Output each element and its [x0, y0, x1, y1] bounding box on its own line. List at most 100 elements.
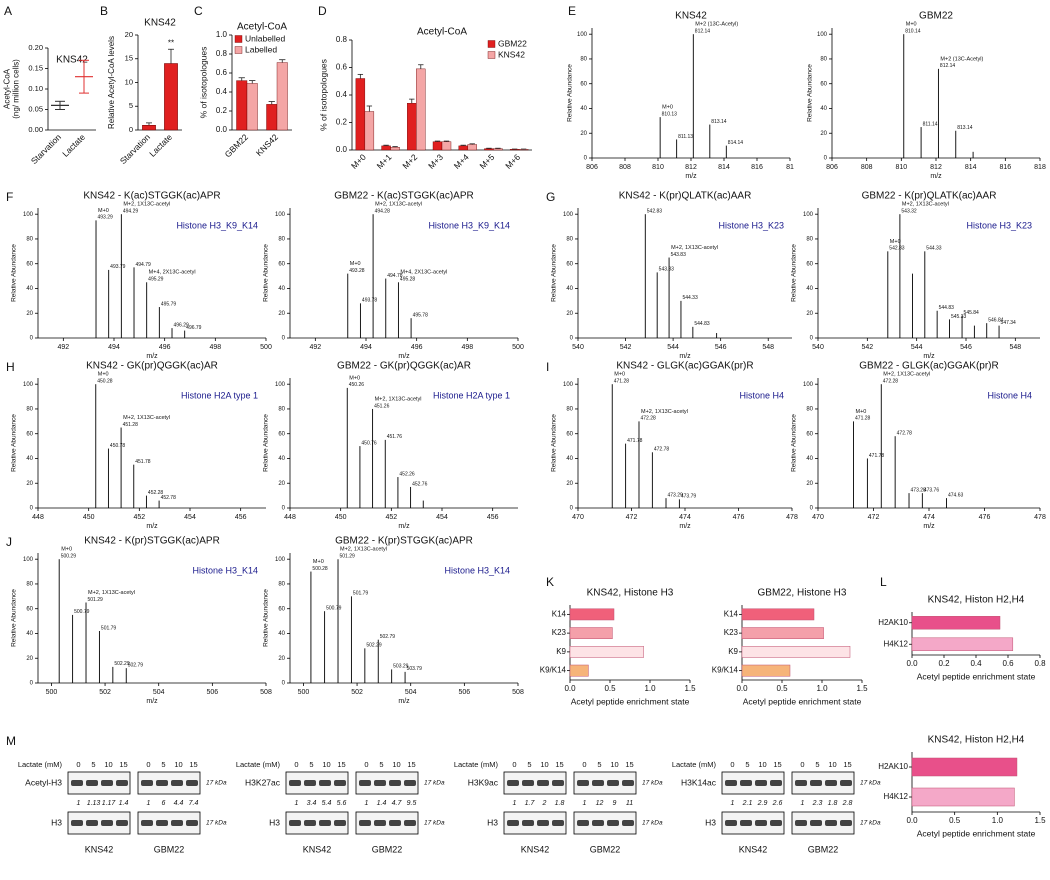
blot-band — [389, 820, 401, 826]
y-tick-label: 5 — [129, 101, 133, 110]
bar — [741, 664, 791, 677]
y-tick-label: 20 — [566, 311, 573, 317]
x-tick-label: 502 — [351, 689, 363, 696]
peak-mz: 494.79 — [136, 262, 152, 268]
x-axis-label: m/z — [923, 523, 935, 530]
y-tick-label: H4K12 — [884, 639, 909, 648]
band-quant: 1.13 — [87, 800, 101, 807]
chart-title: Acetyl-CoA — [417, 27, 467, 38]
peak-mz: 451.28 — [123, 422, 139, 428]
x-axis-label: m/z — [923, 353, 935, 360]
blot-size: 17 kDa — [642, 820, 663, 827]
y-tick-label: 0 — [129, 125, 133, 134]
x-tick-label: M+1 — [375, 152, 394, 171]
y-tick-label: 0.6 — [336, 63, 348, 72]
x-tick-label: M+6 — [503, 152, 522, 171]
peak-mz: 544.83 — [694, 321, 710, 327]
dose: 5 — [91, 760, 95, 769]
peak-note: M+2, 1X13C-acetyl — [375, 396, 422, 402]
y-tick-label: 100 — [275, 557, 286, 563]
y-tick-label: 40 — [580, 106, 587, 112]
peak-note: M+2, 1X13C-acetyl — [123, 202, 170, 208]
y-tick-label: H2AK10 — [878, 762, 908, 771]
x-tick-label: 494 — [360, 344, 372, 351]
blot-size: 17 kDa — [860, 780, 881, 787]
dose: 15 — [843, 760, 851, 769]
blot-mark: H3K9ac — [468, 777, 499, 787]
blot-band — [740, 780, 752, 786]
band-quant: 1 — [801, 800, 805, 807]
y-tick-label: 100 — [577, 32, 588, 38]
legend-swatch — [487, 40, 496, 48]
band-quant: 2.6 — [772, 800, 783, 807]
y-tick-label: 100 — [23, 212, 34, 218]
y-tick-label: 60 — [820, 81, 827, 87]
band-quant: 4.4 — [174, 800, 184, 807]
y-tick-label: 40 — [566, 286, 573, 292]
y-tick-label: 100 — [803, 382, 814, 388]
y-tick-label: 100 — [563, 212, 574, 218]
x-tick-label: 474 — [679, 514, 691, 521]
y-tick-label: 80 — [806, 407, 813, 413]
x-tick-label: 542 — [620, 344, 632, 351]
bar — [142, 125, 156, 131]
dose: 5 — [309, 760, 313, 769]
y-axis-label: Relative Abundance — [551, 414, 558, 472]
blot-band — [795, 780, 807, 786]
x-tick-label: 0.2 — [938, 659, 950, 668]
blot-band — [825, 820, 837, 826]
legend-label: GBM22 — [498, 38, 527, 48]
blot-band — [537, 820, 549, 826]
blot-band — [810, 820, 822, 826]
blot-loading: H3 — [487, 817, 498, 827]
band-quant: 5.4 — [322, 800, 332, 807]
blot-band — [389, 780, 401, 786]
x-tick-label: M+5 — [477, 152, 496, 171]
blot-strip — [355, 811, 419, 835]
y-tick-label: H4K12 — [884, 792, 909, 801]
y-axis-label: % of isotopologues — [198, 47, 208, 119]
x-tick-label: 454 — [184, 514, 196, 521]
x-tick-label: 1.0 — [992, 816, 1004, 825]
blot-band — [607, 820, 619, 826]
dose-label: Lactate (mM) — [672, 760, 717, 769]
dose-label: Lactate (mM) — [18, 760, 63, 769]
x-tick-label: 816 — [999, 164, 1011, 171]
bar — [164, 63, 178, 131]
bar — [569, 608, 615, 621]
blot-band — [404, 820, 416, 826]
legend-swatch — [234, 35, 243, 43]
peak-note: M+2 (13C-Acetyl) — [695, 22, 738, 28]
dose: 0 — [76, 760, 80, 769]
band-quant: 1 — [77, 800, 81, 807]
band-quant: 1 — [731, 800, 735, 807]
blot-band — [101, 820, 113, 826]
bar — [381, 145, 391, 151]
dose: 10 — [392, 760, 400, 769]
peak-mz: 501.29 — [88, 597, 104, 603]
x-tick-label: 808 — [619, 164, 631, 171]
x-tick-label: 478 — [786, 514, 798, 521]
blot-band — [289, 820, 301, 826]
dose: 5 — [745, 760, 749, 769]
y-tick-label: 100 — [275, 212, 286, 218]
blot-strip — [137, 811, 201, 835]
annotation: Histone H2A type 1 — [181, 390, 258, 400]
peak-mz: 544.33 — [926, 246, 942, 252]
chart-title: KNS42 - K(pr)QLATK(ac)AAR — [619, 191, 752, 202]
blot-size: 17 kDa — [206, 780, 227, 787]
band-quant: 11 — [626, 800, 633, 807]
peak-note: M+0 — [98, 372, 109, 378]
y-tick-label: 20 — [278, 481, 285, 487]
chart-title: KNS42 — [56, 55, 88, 66]
bar — [484, 148, 494, 151]
y-tick-label: 80 — [26, 407, 33, 413]
peak-mz: 451.26 — [374, 403, 390, 409]
chart-title: KNS42 - GK(pr)QGGK(ac)AR — [86, 361, 218, 372]
y-tick-label: 20 — [580, 131, 587, 137]
y-tick-label: K23 — [552, 628, 567, 637]
band-quant: 6 — [162, 800, 166, 807]
dose: 0 — [364, 760, 368, 769]
dose: 0 — [730, 760, 734, 769]
peak-mz: 543.32 — [901, 209, 917, 215]
